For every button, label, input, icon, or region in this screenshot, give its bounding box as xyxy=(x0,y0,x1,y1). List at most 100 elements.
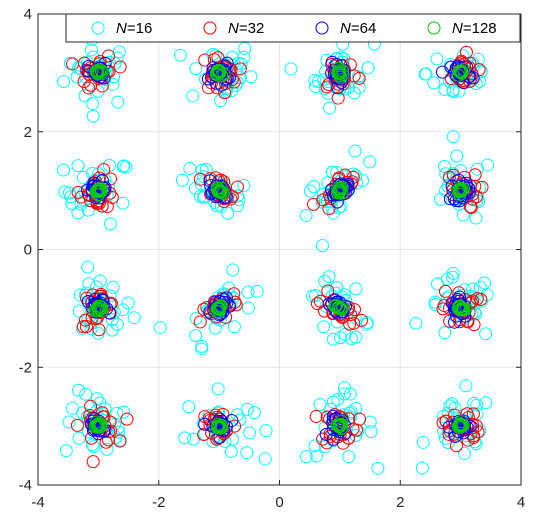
data-point xyxy=(453,182,467,196)
data-point xyxy=(418,67,432,81)
data-point xyxy=(195,342,209,356)
data-point xyxy=(415,461,429,475)
data-point xyxy=(363,415,377,429)
data-point xyxy=(73,288,87,302)
data-point xyxy=(56,163,70,177)
data-point xyxy=(284,62,298,76)
data-point xyxy=(81,203,95,217)
data-point xyxy=(478,276,492,290)
data-point xyxy=(430,52,444,66)
data-point xyxy=(182,400,196,414)
legend-marker xyxy=(91,21,105,35)
data-point xyxy=(321,284,335,298)
legend-label-value: =32 xyxy=(239,20,264,37)
data-point xyxy=(347,86,361,100)
data-point xyxy=(315,239,329,253)
data-point xyxy=(455,302,469,316)
data-point xyxy=(335,302,349,316)
data-point xyxy=(71,159,85,173)
data-point xyxy=(456,191,470,205)
data-point xyxy=(95,293,109,307)
data-point xyxy=(96,66,110,80)
data-point xyxy=(62,415,76,429)
data-point xyxy=(227,75,241,89)
legend-label: N=128 xyxy=(452,20,497,37)
data-point xyxy=(212,301,226,315)
data-point xyxy=(307,180,321,194)
data-point xyxy=(299,208,313,222)
data-point xyxy=(326,432,340,446)
data-point xyxy=(71,206,85,220)
data-point xyxy=(347,316,361,330)
data-point xyxy=(244,70,258,84)
data-point xyxy=(90,183,104,197)
data-point xyxy=(216,187,230,201)
data-point xyxy=(82,81,96,95)
data-point xyxy=(331,81,345,95)
data-point xyxy=(463,200,477,214)
legend-box xyxy=(65,13,521,43)
data-point xyxy=(428,295,442,309)
data-point xyxy=(360,316,374,330)
data-point xyxy=(84,43,98,57)
data-point xyxy=(326,395,340,409)
data-point xyxy=(259,424,273,438)
data-point xyxy=(85,438,99,452)
data-point xyxy=(183,162,197,176)
legend-label-variable: N xyxy=(452,20,463,37)
data-point xyxy=(72,304,86,318)
data-point xyxy=(441,272,455,286)
data-point xyxy=(87,440,101,454)
data-point xyxy=(333,418,347,432)
data-point xyxy=(439,414,453,428)
legend-item: N=128 xyxy=(427,20,497,37)
data-point xyxy=(91,67,105,81)
data-point xyxy=(457,63,471,77)
data-point xyxy=(318,81,332,95)
data-point xyxy=(86,97,100,111)
y-tick-label: 0 xyxy=(24,242,32,259)
data-point xyxy=(479,327,493,341)
data-point xyxy=(65,197,79,211)
data-point xyxy=(92,417,106,431)
data-point xyxy=(89,64,103,78)
data-point xyxy=(438,284,452,298)
data-point xyxy=(211,382,225,396)
data-point xyxy=(198,410,212,424)
x-tick-label: 0 xyxy=(275,494,283,511)
y-tick-label: 2 xyxy=(24,124,32,141)
data-point xyxy=(88,420,102,434)
data-point xyxy=(117,159,131,173)
data-point xyxy=(97,163,111,177)
data-point xyxy=(84,431,98,445)
data-point xyxy=(371,461,385,475)
data-point xyxy=(348,144,362,158)
data-point xyxy=(121,296,135,310)
data-point xyxy=(215,419,229,433)
data-point xyxy=(467,429,481,443)
data-point xyxy=(210,64,224,78)
data-point xyxy=(113,434,127,448)
data-point xyxy=(100,442,114,456)
data-point xyxy=(95,301,109,315)
data-point xyxy=(84,78,98,92)
data-point xyxy=(427,76,441,90)
data-point xyxy=(84,399,98,413)
data-point xyxy=(316,432,330,446)
data-point xyxy=(93,181,107,195)
data-point xyxy=(446,84,460,98)
data-point xyxy=(127,311,141,325)
data-point xyxy=(221,206,235,220)
legend-item: N=16 xyxy=(91,20,152,37)
data-point xyxy=(453,419,467,433)
legend-label-value: =64 xyxy=(351,20,376,37)
data-point xyxy=(62,186,76,200)
data-point xyxy=(86,109,100,123)
data-point xyxy=(240,402,254,416)
legend-item: N=64 xyxy=(315,20,376,37)
data-point xyxy=(81,260,95,274)
data-point xyxy=(201,81,215,95)
legend-label: N=64 xyxy=(340,20,376,37)
data-point xyxy=(218,434,232,448)
legend-label-variable: N xyxy=(116,20,127,37)
